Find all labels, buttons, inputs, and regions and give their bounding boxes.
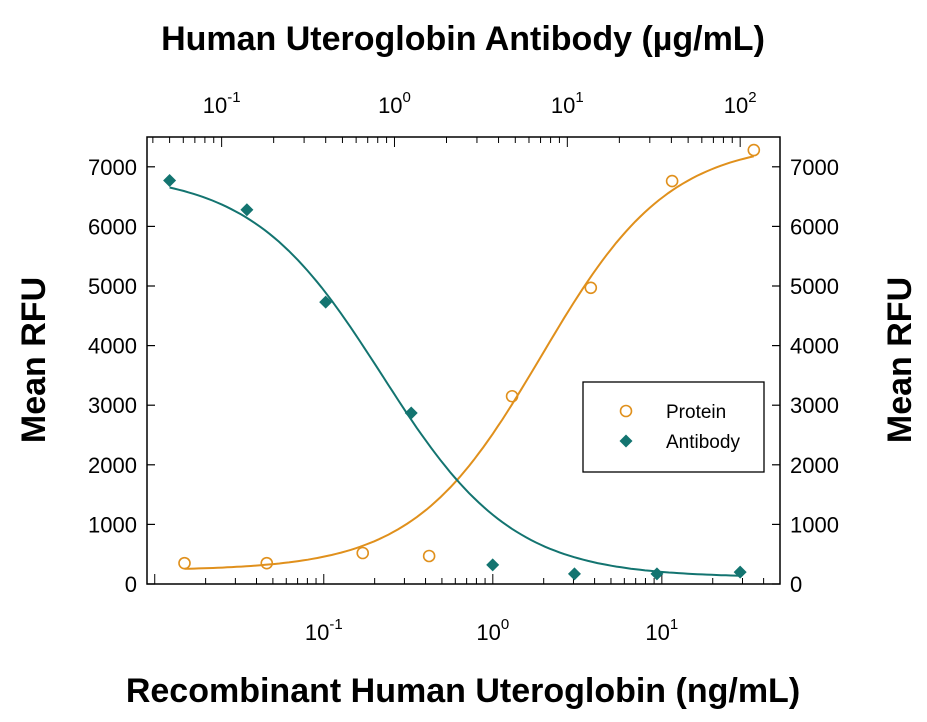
point-antibody (733, 565, 747, 579)
legend-label-antibody: Antibody (666, 432, 740, 453)
x-tick-label-top: 101 (551, 89, 584, 118)
point-protein (178, 556, 191, 570)
x-tick-label-bottom: 10-1 (305, 616, 343, 645)
y-tick-label-left: 5000 (88, 274, 137, 299)
y-tick-label-right: 7000 (790, 155, 839, 180)
point-antibody (240, 203, 254, 217)
point-protein (665, 174, 679, 188)
y-tick-label-right: 4000 (790, 334, 839, 359)
point-antibody (567, 567, 581, 581)
point-protein (260, 556, 274, 570)
y-tick-label-left: 3000 (88, 393, 137, 418)
left-axis-title: Mean RFU (15, 277, 53, 443)
point-protein (422, 549, 436, 563)
x-tick-label-bottom: 101 (645, 616, 678, 645)
legend-label-protein: Protein (666, 402, 726, 423)
x-tick-label-top: 100 (378, 89, 411, 118)
x-tick-label-bottom: 100 (476, 616, 509, 645)
point-protein (505, 389, 519, 403)
bottom-axis-title: Recombinant Human Uteroglobin (ng/mL) (126, 672, 800, 710)
plot-frame (146, 136, 781, 585)
point-protein (356, 546, 370, 560)
point-protein (747, 143, 761, 157)
x-tick-label-top: 10-1 (203, 89, 241, 118)
y-tick-label-left: 6000 (88, 214, 137, 239)
legend-marker-protein (619, 404, 633, 418)
y-tick-label-right: 5000 (790, 274, 839, 299)
y-tick-label-right: 2000 (790, 453, 839, 478)
y-tick-label-left: 7000 (88, 155, 137, 180)
y-tick-label-right: 3000 (790, 393, 839, 418)
point-antibody (650, 567, 664, 581)
point-protein (584, 281, 598, 295)
x-tick-label-top: 102 (724, 89, 757, 118)
y-tick-label-right: 6000 (790, 214, 839, 239)
y-tick-label-left: 2000 (88, 453, 137, 478)
legend: Protein Antibody (582, 381, 765, 473)
curve-protein (184, 155, 755, 570)
legend-box (582, 381, 765, 473)
y-tick-label-left: 4000 (88, 334, 137, 359)
y-tick-label-right: 0 (790, 572, 802, 597)
legend-marker-antibody (619, 434, 633, 448)
y-tick-label-left: 0 (125, 572, 137, 597)
point-antibody (319, 295, 333, 309)
point-antibody (163, 174, 177, 188)
top-axis-title: Human Uteroglobin Antibody (µg/mL) (161, 20, 765, 58)
y-tick-label-right: 1000 (790, 512, 839, 537)
curve-antibody (169, 186, 741, 577)
right-axis-title: Mean RFU (881, 277, 919, 443)
point-antibody (404, 406, 418, 420)
y-tick-label-left: 1000 (88, 512, 137, 537)
point-antibody (486, 558, 500, 572)
